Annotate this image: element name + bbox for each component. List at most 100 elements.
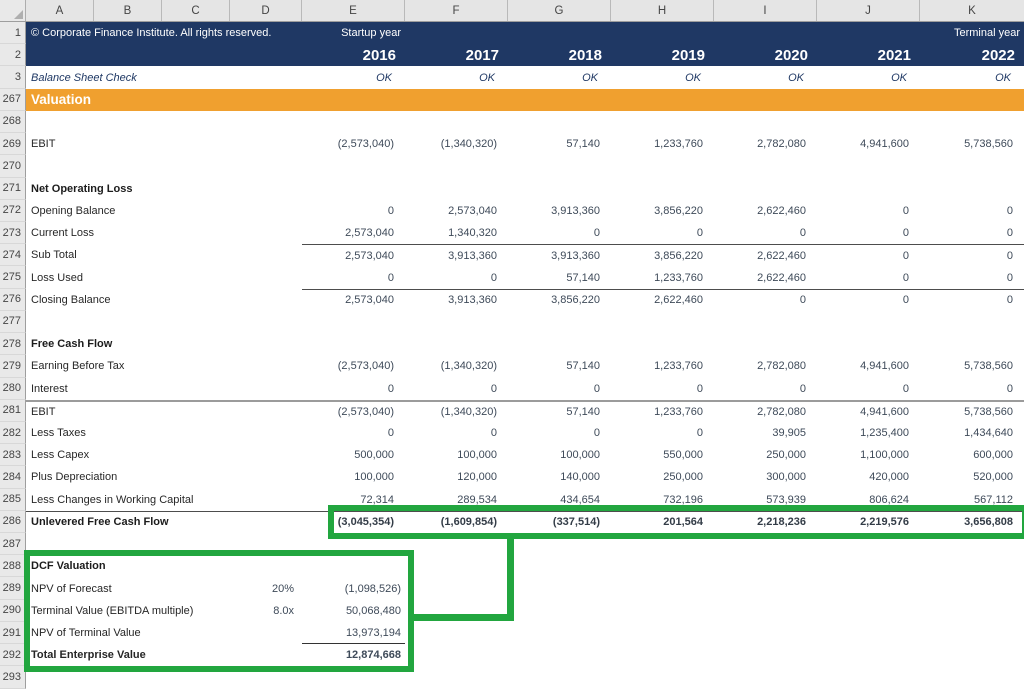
- cell-value[interactable]: 12,874,668: [345, 649, 401, 662]
- cell-value[interactable]: 0: [799, 294, 806, 307]
- cell-value[interactable]: 120,000: [457, 471, 497, 484]
- row-number[interactable]: 286: [0, 510, 26, 534]
- check-ok-cell[interactable]: OK: [479, 71, 495, 84]
- cell-value[interactable]: 3,656,808: [964, 516, 1013, 529]
- row-label[interactable]: Free Cash Flow: [31, 338, 113, 351]
- cell-value[interactable]: 3,913,360: [448, 249, 497, 262]
- row-label[interactable]: Closing Balance: [31, 293, 111, 306]
- cell-value[interactable]: (2,573,040): [337, 138, 394, 151]
- cell-value[interactable]: 57,140: [566, 405, 600, 418]
- row-label[interactable]: Plus Depreciation: [31, 471, 118, 484]
- cell-value[interactable]: 250,000: [663, 471, 703, 484]
- cell-value[interactable]: 0: [593, 382, 600, 395]
- cell-value[interactable]: 0: [902, 249, 909, 262]
- cell-value[interactable]: 0: [593, 227, 600, 240]
- check-ok-cell[interactable]: OK: [995, 71, 1011, 84]
- cell-value[interactable]: 0: [902, 294, 909, 307]
- cell-value[interactable]: 3,856,220: [654, 249, 703, 262]
- cell-value[interactable]: 0: [1006, 382, 1013, 395]
- check-ok-cell[interactable]: OK: [685, 71, 701, 84]
- cell-value[interactable]: 0: [696, 427, 703, 440]
- column-header-e[interactable]: E: [302, 0, 405, 21]
- cell-value[interactable]: 3,913,360: [448, 294, 497, 307]
- cell-param[interactable]: 8.0x: [273, 604, 294, 617]
- row-number[interactable]: 268: [0, 110, 26, 134]
- cell-value[interactable]: 434,654: [560, 493, 600, 506]
- cell-value[interactable]: 1,233,760: [654, 271, 703, 284]
- cell-value[interactable]: 2,622,460: [757, 249, 806, 262]
- cell-value[interactable]: 1,235,400: [860, 427, 909, 440]
- year-cell[interactable]: 2016: [362, 46, 396, 64]
- cell-value[interactable]: 72,314: [360, 493, 394, 506]
- cell-value[interactable]: (1,098,526): [344, 582, 401, 595]
- cell-value[interactable]: 0: [387, 382, 394, 395]
- cell-value[interactable]: 57,140: [566, 138, 600, 151]
- check-ok-cell[interactable]: OK: [891, 71, 907, 84]
- cell-value[interactable]: 3,913,360: [551, 249, 600, 262]
- cell-value[interactable]: 0: [902, 382, 909, 395]
- row-label[interactable]: [26, 533, 302, 555]
- cell-value[interactable]: 57,140: [566, 271, 600, 284]
- cell-value[interactable]: (1,340,320): [440, 360, 497, 373]
- cell-value[interactable]: 500,000: [354, 449, 394, 462]
- check-ok-cell[interactable]: OK: [788, 71, 804, 84]
- cell-value[interactable]: 2,573,040: [345, 249, 394, 262]
- year-cell[interactable]: 2019: [671, 46, 705, 64]
- row-number[interactable]: 3: [0, 66, 26, 89]
- row-number[interactable]: 269: [0, 133, 26, 156]
- cell-value[interactable]: 0: [799, 382, 806, 395]
- cell-value[interactable]: 57,140: [566, 360, 600, 373]
- cell-value[interactable]: 3,856,220: [654, 204, 703, 217]
- cell-value[interactable]: 3,856,220: [551, 294, 600, 307]
- year-cell[interactable]: 2018: [568, 46, 602, 64]
- row-label[interactable]: Terminal Value (EBITDA multiple): [31, 604, 194, 617]
- cell-value[interactable]: (3,045,354): [337, 516, 394, 529]
- row-label[interactable]: Less Changes in Working Capital: [31, 493, 194, 506]
- select-all-corner[interactable]: [0, 0, 26, 21]
- balance-sheet-check-label[interactable]: Balance Sheet Check: [31, 71, 137, 84]
- row-number[interactable]: 1: [0, 22, 26, 45]
- row-label[interactable]: Sub Total: [31, 249, 77, 262]
- cell-value[interactable]: 0: [696, 382, 703, 395]
- column-header-f[interactable]: F: [405, 0, 508, 21]
- row-number[interactable]: 276: [0, 288, 26, 311]
- cell-value[interactable]: 201,564: [663, 516, 703, 529]
- cell-value[interactable]: 420,000: [869, 471, 909, 484]
- row-number[interactable]: 288: [0, 555, 26, 578]
- row-label[interactable]: Total Enterprise Value: [31, 649, 146, 662]
- cell-value[interactable]: 600,000: [973, 449, 1013, 462]
- cell-value[interactable]: 1,100,000: [860, 449, 909, 462]
- column-header-a[interactable]: A: [26, 0, 94, 21]
- row-number[interactable]: 271: [0, 177, 26, 200]
- cell-value[interactable]: (337,514): [552, 516, 600, 529]
- valuation-section-title[interactable]: Valuation: [31, 92, 92, 108]
- year-cell[interactable]: 2020: [774, 46, 808, 64]
- cell-value[interactable]: 2,573,040: [345, 227, 394, 240]
- cell-value[interactable]: (1,340,320): [440, 138, 497, 151]
- cell-value[interactable]: 573,939: [766, 493, 806, 506]
- row-number[interactable]: 275: [0, 266, 26, 289]
- row-number[interactable]: 290: [0, 599, 26, 622]
- cell-value[interactable]: 2,573,040: [345, 294, 394, 307]
- row-number[interactable]: 282: [0, 421, 26, 445]
- row-label[interactable]: Less Capex: [31, 449, 90, 462]
- column-header-c[interactable]: C: [162, 0, 230, 21]
- row-number[interactable]: 280: [0, 377, 26, 400]
- cell-value[interactable]: 1,340,320: [448, 227, 497, 240]
- row-label[interactable]: Opening Balance: [31, 204, 116, 217]
- row-number[interactable]: 285: [0, 488, 26, 511]
- column-header-h[interactable]: H: [611, 0, 714, 21]
- row-label[interactable]: Less Taxes: [31, 427, 86, 440]
- row-number[interactable]: 279: [0, 355, 26, 378]
- cell-value[interactable]: 5,738,560: [964, 360, 1013, 373]
- cell-value[interactable]: 520,000: [973, 471, 1013, 484]
- cell-value[interactable]: 0: [902, 204, 909, 217]
- cell-value[interactable]: 0: [593, 427, 600, 440]
- row-label[interactable]: Loss Used: [31, 271, 83, 284]
- row-label[interactable]: Unlevered Free Cash Flow: [31, 516, 169, 529]
- row-label[interactable]: [26, 311, 302, 333]
- row-number[interactable]: 272: [0, 199, 26, 222]
- cell-value[interactable]: 4,941,600: [860, 405, 909, 418]
- row-label[interactable]: [26, 155, 302, 177]
- row-label[interactable]: EBIT: [31, 405, 56, 418]
